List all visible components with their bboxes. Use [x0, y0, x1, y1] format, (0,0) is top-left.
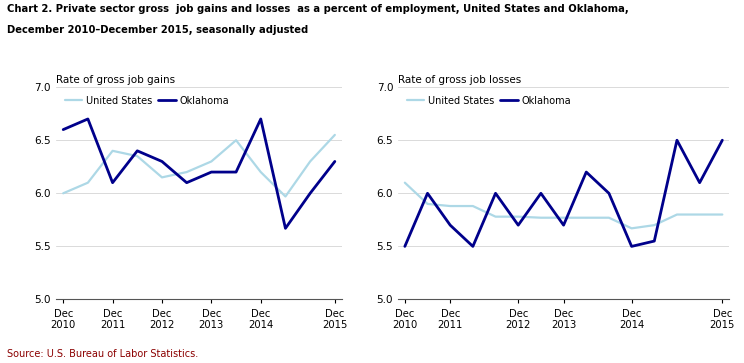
- United States: [158, 175, 167, 180]
- United States: [256, 170, 265, 174]
- United States: [718, 212, 727, 217]
- United States: [469, 204, 478, 208]
- Oklahoma: [469, 244, 478, 249]
- United States: [59, 191, 68, 195]
- Legend: United States, Oklahoma: United States, Oklahoma: [403, 92, 575, 110]
- United States: [559, 216, 568, 220]
- Text: December 2010–December 2015, seasonally adjusted: December 2010–December 2015, seasonally …: [7, 25, 309, 36]
- Oklahoma: [182, 180, 191, 185]
- Oklahoma: [559, 223, 568, 227]
- United States: [330, 133, 339, 137]
- United States: [582, 216, 591, 220]
- Oklahoma: [514, 223, 523, 227]
- Line: Oklahoma: Oklahoma: [405, 140, 722, 246]
- United States: [650, 223, 658, 227]
- Oklahoma: [231, 170, 240, 174]
- Oklahoma: [695, 180, 704, 185]
- United States: [207, 159, 216, 164]
- United States: [83, 180, 92, 185]
- Text: Source: U.S. Bureau of Labor Statistics.: Source: U.S. Bureau of Labor Statistics.: [7, 349, 199, 359]
- Text: Rate of gross job losses: Rate of gross job losses: [398, 75, 522, 85]
- Line: United States: United States: [63, 135, 335, 196]
- United States: [514, 215, 523, 219]
- Oklahoma: [536, 191, 545, 195]
- United States: [182, 170, 191, 174]
- United States: [108, 148, 117, 153]
- Oklahoma: [330, 159, 339, 164]
- Oklahoma: [108, 180, 117, 185]
- Oklahoma: [207, 170, 216, 174]
- United States: [673, 212, 682, 217]
- United States: [446, 204, 455, 208]
- United States: [695, 212, 704, 217]
- Line: Oklahoma: Oklahoma: [63, 119, 335, 228]
- Oklahoma: [627, 244, 636, 249]
- United States: [400, 180, 409, 185]
- Oklahoma: [582, 170, 591, 174]
- Oklahoma: [650, 239, 658, 243]
- United States: [627, 226, 636, 231]
- Oklahoma: [59, 127, 68, 132]
- United States: [423, 202, 432, 206]
- United States: [306, 159, 315, 164]
- Legend: United States, Oklahoma: United States, Oklahoma: [61, 92, 233, 110]
- Text: Chart 2. Private sector gross  job gains and losses  as a percent of employment,: Chart 2. Private sector gross job gains …: [7, 4, 629, 14]
- Oklahoma: [133, 148, 142, 153]
- United States: [231, 138, 240, 142]
- Oklahoma: [718, 138, 727, 142]
- Oklahoma: [423, 191, 432, 195]
- United States: [536, 216, 545, 220]
- United States: [133, 154, 142, 158]
- Oklahoma: [256, 117, 265, 121]
- Oklahoma: [673, 138, 682, 142]
- United States: [281, 194, 290, 199]
- United States: [604, 216, 613, 220]
- Oklahoma: [281, 226, 290, 231]
- Oklahoma: [400, 244, 409, 249]
- Text: Rate of gross job gains: Rate of gross job gains: [56, 75, 175, 85]
- Oklahoma: [491, 191, 500, 195]
- Oklahoma: [306, 191, 315, 195]
- Oklahoma: [158, 159, 167, 164]
- Oklahoma: [83, 117, 92, 121]
- United States: [491, 215, 500, 219]
- Oklahoma: [446, 223, 455, 227]
- Oklahoma: [604, 191, 613, 195]
- Line: United States: United States: [405, 183, 722, 228]
